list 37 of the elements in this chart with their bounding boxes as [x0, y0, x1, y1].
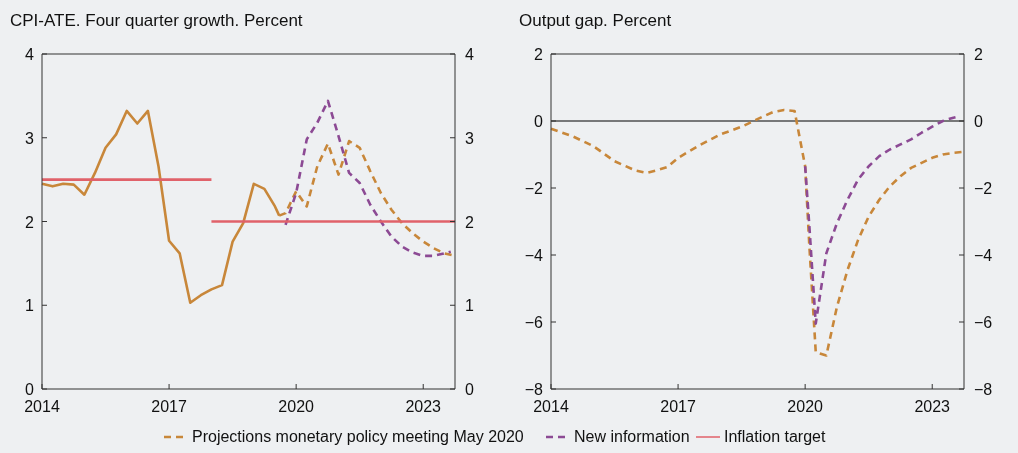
y-tick-label: −2 [524, 180, 544, 197]
y-tick-label: 0 [25, 381, 35, 398]
y-tick-label: 4 [25, 46, 35, 63]
y-tick-label: 0 [534, 113, 544, 130]
x-tick-label: 2023 [914, 398, 951, 415]
y2-tick-label: −4 [974, 247, 993, 264]
y2-tick-label: 0 [465, 381, 474, 398]
y-tick-label: 2 [25, 213, 35, 231]
y2-tick-label: −6 [974, 314, 993, 331]
y-tick-label: −4 [524, 247, 544, 264]
x-tick-label: 2020 [278, 398, 315, 415]
legend-label: Inflation target [724, 428, 826, 445]
y2-tick-label: 2 [974, 46, 983, 63]
y-tick-label: 2 [534, 46, 544, 63]
y2-tick-label: 3 [465, 129, 474, 147]
y2-tick-label: 2 [465, 213, 474, 231]
legend-label: Projections monetary policy meeting May 2020 [192, 428, 524, 445]
x-tick-label: 2023 [405, 398, 442, 415]
line-series [803, 115, 959, 325]
y2-tick-label: 0 [974, 113, 983, 130]
x-tick-label: 2020 [787, 398, 824, 415]
y-tick-label: −8 [524, 381, 544, 398]
x-tick-label: 2017 [151, 398, 187, 415]
y-tick-label: 3 [25, 129, 35, 147]
y2-tick-label: 1 [465, 297, 474, 315]
x-tick-label: 2017 [660, 398, 696, 415]
line-series [284, 99, 453, 258]
legend-label: New information [574, 428, 690, 445]
y-tick-label: −6 [524, 314, 544, 331]
y2-tick-label: −2 [974, 180, 993, 197]
y-tick-label: 1 [25, 297, 35, 315]
x-tick-label: 2014 [24, 398, 60, 415]
chart-title: Output gap. Percent [519, 11, 672, 30]
x-tick-label: 2014 [533, 398, 569, 415]
y2-tick-label: 4 [465, 46, 474, 63]
y2-tick-label: −8 [974, 381, 993, 398]
chart-title: CPI-ATE. Four quarter growth. Percent [10, 11, 303, 30]
